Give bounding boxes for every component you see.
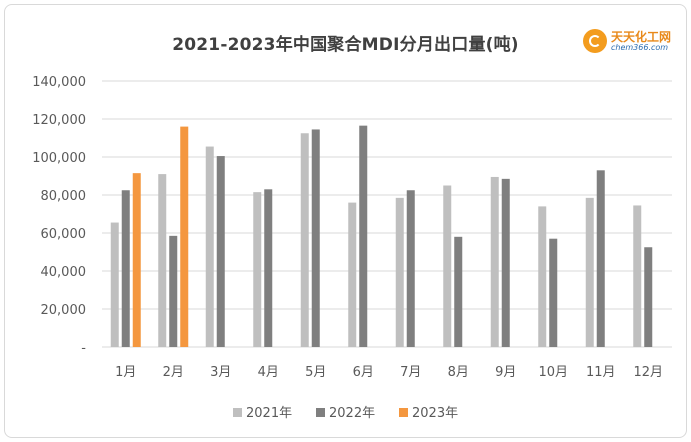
- x-tick-label: 7月: [400, 365, 421, 380]
- site-logo: 天天化工网 chem366.com: [583, 26, 673, 56]
- chart-frame: [4, 4, 687, 438]
- bar-2023年-2月: [180, 126, 189, 347]
- bar-2023年-1月: [132, 173, 141, 347]
- x-tick-label: 2月: [163, 365, 184, 380]
- y-axis-ticks: - 20,000 40,000 60,000 80,000 100,000 120,000 1…: [32, 75, 86, 356]
- x-tick-label: 8月: [448, 365, 469, 380]
- legend-swatch: [399, 408, 408, 417]
- bar-2022年-3月: [216, 156, 225, 347]
- bar-2021年-9月: [490, 176, 499, 347]
- x-tick-label: 4月: [258, 365, 279, 380]
- bar-2021年-5月: [300, 133, 309, 347]
- chart-title: 2021-2023年中国聚合MDI分月出口量(吨): [172, 35, 519, 55]
- legend: 2021年 2022年 2023年: [233, 406, 458, 421]
- logo-site: chem366.com: [611, 43, 669, 52]
- bar-2022年-12月: [644, 247, 653, 347]
- legend-swatch: [233, 408, 242, 417]
- y-tick-label: 20,000: [41, 303, 87, 318]
- x-tick-label: 9月: [495, 365, 516, 380]
- x-tick-label: 11月: [586, 365, 616, 380]
- bar-2022年-2月: [169, 235, 178, 347]
- bar-2022年-11月: [596, 170, 605, 347]
- logo-badge-icon: [583, 29, 607, 53]
- logo-name: 天天化工网: [611, 30, 672, 44]
- bars: [110, 125, 653, 348]
- x-tick-label: 3月: [210, 365, 231, 380]
- bar-2021年-8月: [443, 185, 452, 347]
- legend-label: 2023年: [412, 406, 458, 421]
- bar-2021年-6月: [348, 202, 357, 347]
- bar-2021年-2月: [158, 174, 167, 347]
- legend-label: 2022年: [329, 406, 375, 421]
- y-tick-label: 60,000: [41, 227, 87, 242]
- y-tick-label: 100,000: [32, 151, 86, 166]
- y-tick-label: 40,000: [41, 265, 87, 280]
- y-tick-label: 120,000: [32, 113, 86, 128]
- bar-2022年-10月: [549, 238, 558, 347]
- bar-2022年-6月: [359, 125, 368, 348]
- x-axis-ticks: 1月 2月 3月 4月 5月 6月 7月 8月 9月 10月 11月 12月: [115, 365, 663, 380]
- bar-2022年-7月: [406, 190, 415, 347]
- y-tick-label: 80,000: [41, 189, 87, 204]
- bar-2022年-4月: [264, 189, 273, 347]
- gridlines: [102, 80, 672, 348]
- x-tick-label: 6月: [353, 365, 374, 380]
- bar-2021年-1月: [110, 222, 119, 347]
- x-tick-label: 5月: [305, 365, 326, 380]
- x-tick-label: 10月: [538, 365, 568, 380]
- x-tick-label: 1月: [115, 365, 136, 380]
- bar-2022年-9月: [501, 178, 510, 347]
- legend-label: 2021年: [246, 406, 292, 421]
- y-tick-label: 140,000: [32, 75, 86, 90]
- x-tick-label: 12月: [633, 365, 663, 380]
- bar-2021年-12月: [633, 205, 642, 347]
- bar-2022年-5月: [311, 129, 320, 347]
- bar-2021年-11月: [585, 197, 594, 347]
- bar-2021年-3月: [205, 146, 214, 347]
- y-tick-label: -: [81, 341, 86, 356]
- bar-2021年-4月: [253, 192, 262, 347]
- bar-2022年-1月: [121, 190, 130, 347]
- bar-2022年-8月: [454, 236, 463, 347]
- bar-2021年-10月: [538, 206, 547, 347]
- bar-2021年-7月: [395, 197, 404, 347]
- legend-swatch: [316, 408, 325, 417]
